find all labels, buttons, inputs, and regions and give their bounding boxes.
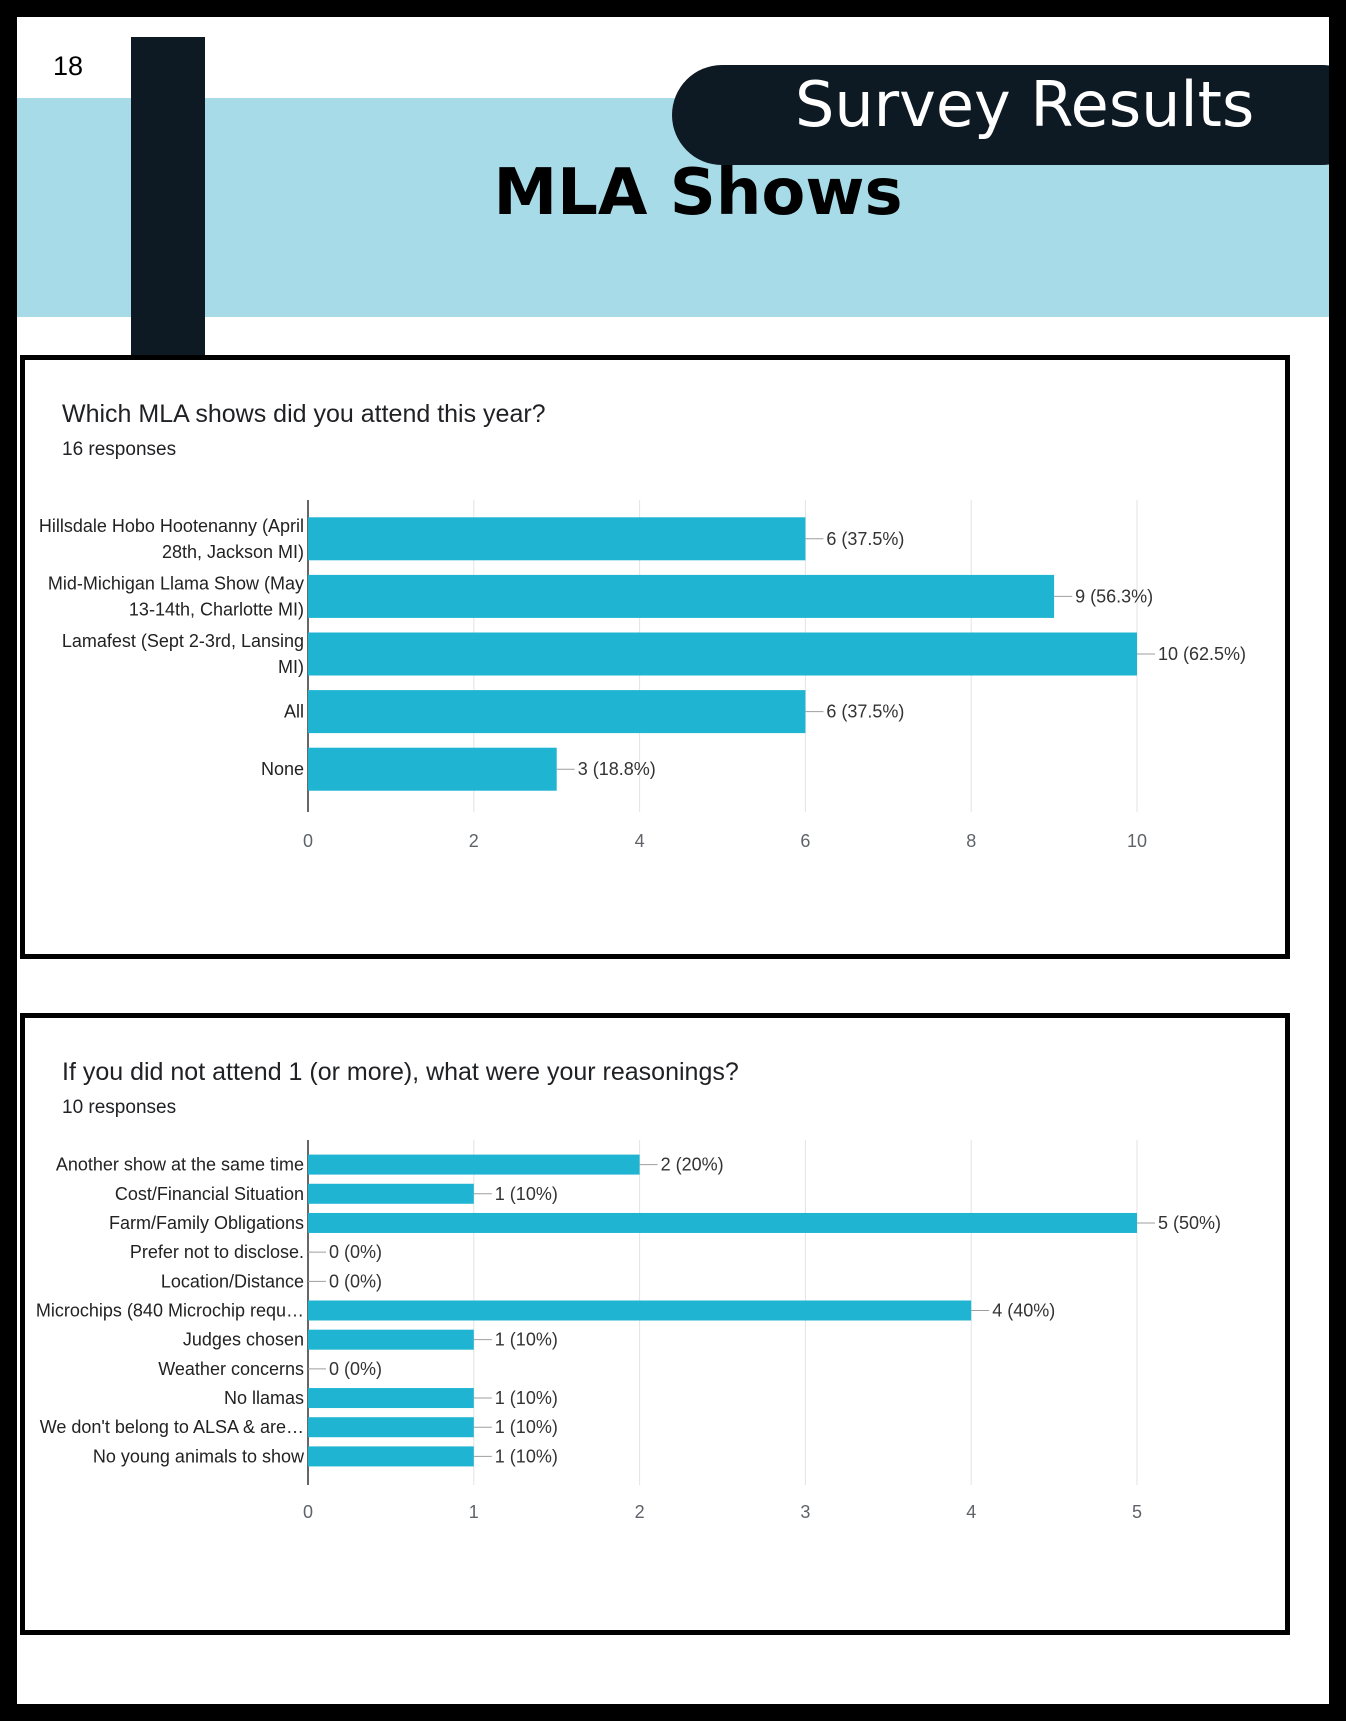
category-label: 28th, Jackson MI): [162, 542, 304, 562]
category-label: None: [261, 759, 304, 779]
category-label: Lamafest (Sept 2-3rd, Lansing: [62, 631, 304, 651]
bar: [308, 1329, 474, 1350]
bar: [308, 1388, 474, 1409]
category-label: Cost/Financial Situation: [115, 1184, 304, 1204]
x-tick-label: 0: [303, 831, 313, 851]
x-tick-label: 0: [303, 1502, 313, 1522]
bar-chart-shows: 0 2 4 6 8 10 6 (37.5%) Hillsdale Hobo Hootenann…: [39, 500, 1246, 851]
chart-title: Which MLA shows did you attend this year…: [62, 400, 546, 428]
bar: [308, 574, 1055, 618]
bar: [308, 1183, 474, 1204]
category-label: Weather concerns: [158, 1359, 304, 1379]
data-label: 9 (56.3%): [1075, 586, 1153, 606]
pill-title: Survey Results: [795, 68, 1255, 141]
data-label: 4 (40%): [992, 1301, 1055, 1321]
data-label: 6 (37.5%): [826, 529, 904, 549]
data-label: 6 (37.5%): [826, 702, 904, 722]
response-count: 10 responses: [62, 1097, 177, 1118]
category-label: Hillsdale Hobo Hootenanny (April: [39, 516, 304, 536]
category-label: Mid-Michigan Llama Show (May: [48, 573, 304, 593]
bar: [308, 632, 1137, 676]
bar: [308, 690, 806, 734]
main-title: MLA Shows: [493, 156, 903, 230]
data-label: 1 (10%): [495, 1388, 558, 1408]
data-label: 0 (0%): [329, 1242, 382, 1262]
data-label: 1 (10%): [495, 1330, 558, 1350]
data-label: 1 (10%): [495, 1417, 558, 1437]
category-label: Farm/Family Obligations: [109, 1213, 304, 1233]
bar-chart-reasons: 0 1 2 3 4 5 2 (20%) Another show at the same ti…: [36, 1140, 1221, 1522]
x-tick-label: 2: [635, 1502, 645, 1522]
data-label: 3 (18.8%): [578, 759, 656, 779]
chart-panel-shows: Which MLA shows did you attend this year…: [20, 355, 1290, 959]
category-label: Another show at the same time: [56, 1155, 304, 1175]
bar: [308, 747, 557, 791]
chart-panel-reasons: If you did not attend 1 (or more), what …: [20, 1013, 1290, 1635]
x-tick-label: 2: [469, 831, 479, 851]
category-label: Microchips (840 Microchip requ…: [36, 1301, 304, 1321]
page-number: 18: [53, 51, 84, 81]
x-tick-label: 5: [1132, 1502, 1142, 1522]
title-pill: [672, 65, 1329, 165]
data-label: 10 (62.5%): [1158, 644, 1246, 664]
category-label: Prefer not to disclose.: [130, 1242, 304, 1262]
x-tick-label: 8: [966, 831, 976, 851]
data-label: 2 (20%): [661, 1155, 724, 1175]
x-tick-label: 10: [1127, 831, 1147, 851]
bar: [308, 1154, 640, 1175]
bar: [308, 1446, 474, 1467]
category-label: Location/Distance: [161, 1271, 304, 1291]
data-label: 1 (10%): [495, 1184, 558, 1204]
x-tick-label: 4: [966, 1502, 976, 1522]
category-label: No llamas: [224, 1388, 304, 1408]
category-label: 13-14th, Charlotte MI): [129, 599, 304, 619]
vertical-accent-bar: [131, 37, 205, 387]
response-count: 16 responses: [62, 439, 177, 460]
category-label: No young animals to show: [93, 1446, 305, 1466]
bar: [308, 1417, 474, 1438]
category-label: Judges chosen: [183, 1330, 304, 1350]
data-label: 0 (0%): [329, 1359, 382, 1379]
data-label: 1 (10%): [495, 1446, 558, 1466]
x-tick-label: 1: [469, 1502, 479, 1522]
bar: [308, 1212, 1137, 1233]
data-label: 5 (50%): [1158, 1213, 1221, 1233]
category-label: We don't belong to ALSA & are…: [40, 1417, 304, 1437]
x-tick-label: 4: [635, 831, 645, 851]
category-label: MI): [278, 657, 304, 677]
bar: [308, 517, 806, 561]
data-label: 0 (0%): [329, 1271, 382, 1291]
x-tick-label: 3: [800, 1502, 810, 1522]
category-label: All: [284, 702, 304, 722]
x-tick-label: 6: [800, 831, 810, 851]
bar: [308, 1300, 972, 1321]
chart-title: If you did not attend 1 (or more), what …: [62, 1058, 739, 1086]
